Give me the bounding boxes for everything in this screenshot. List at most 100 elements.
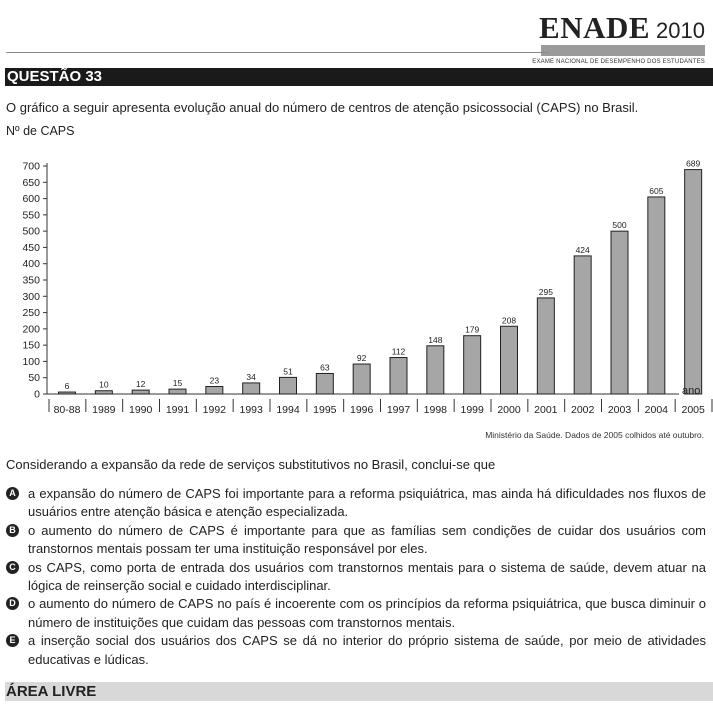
x-tick-label: 2003 — [608, 404, 632, 416]
data-label: 500 — [612, 220, 626, 230]
free-area-label: ÁREA LIVRE — [6, 683, 97, 700]
data-label: 689 — [686, 159, 700, 169]
y-tick-label: 400 — [22, 258, 40, 270]
question-label: QUESTÃO 33 — [7, 68, 103, 85]
chart-ylabel: Nº de CAPS — [6, 124, 75, 138]
bar-1992 — [205, 386, 224, 395]
data-label: 112 — [392, 347, 406, 357]
y-tick-label: 50 — [28, 372, 40, 384]
data-label: 208 — [502, 315, 516, 325]
brand-name: ENADE — [539, 10, 651, 45]
question-intro: O gráfico a seguir apresenta evolução an… — [6, 100, 639, 115]
x-tick-label: 1996 — [350, 404, 374, 416]
data-label: 15 — [173, 378, 183, 388]
y-tick-label: 300 — [22, 291, 40, 303]
bar-1997 — [389, 357, 408, 395]
data-label: 34 — [246, 372, 256, 382]
bar-1999 — [463, 335, 482, 395]
y-tick-label: 200 — [22, 323, 40, 335]
y-tick-label: 500 — [22, 226, 40, 238]
y-tick-label: 600 — [22, 193, 40, 205]
x-tick-label: 1998 — [424, 404, 448, 416]
header-brand: ENADE 2010 EXAME NACIONAL DE DESEMPENHO D… — [532, 12, 705, 65]
bar-2000 — [500, 325, 518, 395]
x-tick-label: 1993 — [239, 404, 263, 416]
x-axis-label: ano — [682, 385, 700, 397]
bar-1993 — [242, 382, 261, 395]
y-tick-label: 650 — [22, 177, 40, 189]
data-label: 605 — [649, 186, 663, 196]
x-tick-label: 1990 — [129, 404, 153, 416]
data-label: 12 — [136, 379, 146, 389]
bar-2002 — [573, 255, 592, 395]
x-tick-label: 2002 — [571, 404, 595, 416]
option-letter-badge: A — [6, 487, 19, 500]
bar-2003 — [610, 230, 629, 395]
y-tick-label: 0 — [34, 389, 40, 401]
option-text: os CAPS, como porta de entrada dos usuár… — [28, 559, 706, 594]
question-header: QUESTÃO 33 — [5, 68, 713, 86]
data-label: 424 — [576, 245, 590, 255]
data-label: 295 — [539, 287, 553, 297]
data-label: 148 — [428, 335, 442, 345]
x-tick-label: 2005 — [681, 404, 705, 416]
brand-subtitle: EXAME NACIONAL DE DESEMPENHO DOS ESTUDAN… — [532, 59, 705, 65]
x-tick-label: 1991 — [166, 404, 190, 416]
y-tick-label: 450 — [22, 242, 40, 254]
x-tick-label: 2001 — [534, 404, 558, 416]
question-stem: Considerando a expansão da rede de servi… — [6, 457, 496, 472]
bar-1998 — [426, 345, 445, 395]
option-letter-badge: B — [6, 523, 19, 537]
y-tick-label: 150 — [22, 340, 40, 352]
y-tick-label: 350 — [22, 275, 40, 287]
brand-year: 2010 — [656, 18, 705, 43]
brand-bar — [541, 45, 705, 56]
y-tick-label: 700 — [22, 161, 40, 173]
data-label: 63 — [320, 362, 330, 372]
bar-2005 — [684, 169, 703, 395]
x-tick-label: 2004 — [645, 404, 669, 416]
x-tick-label: 2000 — [497, 404, 521, 416]
data-label: 10 — [99, 380, 109, 390]
x-tick-label: 1992 — [203, 404, 227, 416]
caps-bar-chart: 0 50 100 150 200 250 300 350 400 450 500 550 600 650 7… — [22, 159, 713, 416]
x-tick-label: 1989 — [92, 404, 116, 416]
option-letter-badge: C — [6, 560, 19, 574]
bar-1991 — [168, 388, 187, 395]
y-tick-label: 250 — [22, 307, 40, 319]
bar-1990 — [131, 389, 150, 395]
y-tick-label: 550 — [22, 209, 40, 221]
header-divider — [6, 52, 549, 53]
chart-source: Ministério da Saúde. Dados de 2005 colhi… — [485, 430, 704, 440]
x-tick-label: 1999 — [460, 404, 484, 416]
data-label: 51 — [283, 366, 293, 376]
option-text: o aumento do número de CAPS é importante… — [28, 522, 706, 557]
option-text: a expansão do número de CAPS foi importa… — [28, 486, 706, 520]
bar-2004 — [647, 196, 666, 395]
option-text: o aumento do número de CAPS no país é in… — [28, 596, 706, 630]
x-tick-label: 1995 — [313, 404, 337, 416]
bar-1994 — [279, 376, 297, 395]
bar-1995 — [315, 372, 334, 395]
bar-80-88 — [58, 391, 76, 395]
option-letter-badge: D — [6, 597, 19, 611]
data-label: 179 — [465, 325, 479, 335]
free-area-bar: ÁREA LIVRE — [5, 682, 713, 701]
x-tick-label: 1994 — [276, 404, 300, 416]
bar-2001 — [536, 297, 555, 395]
option-letter-badge: E — [6, 634, 19, 648]
data-label: 6 — [65, 381, 70, 391]
x-tick-label: 80-88 — [54, 404, 81, 416]
y-tick-label: 100 — [22, 356, 40, 368]
option-text: a inserção social dos usuários dos CAPS … — [28, 633, 706, 667]
bar-1996 — [352, 363, 371, 395]
data-label: 23 — [210, 376, 220, 386]
bar-1989 — [94, 390, 113, 395]
data-label: 92 — [357, 353, 367, 363]
